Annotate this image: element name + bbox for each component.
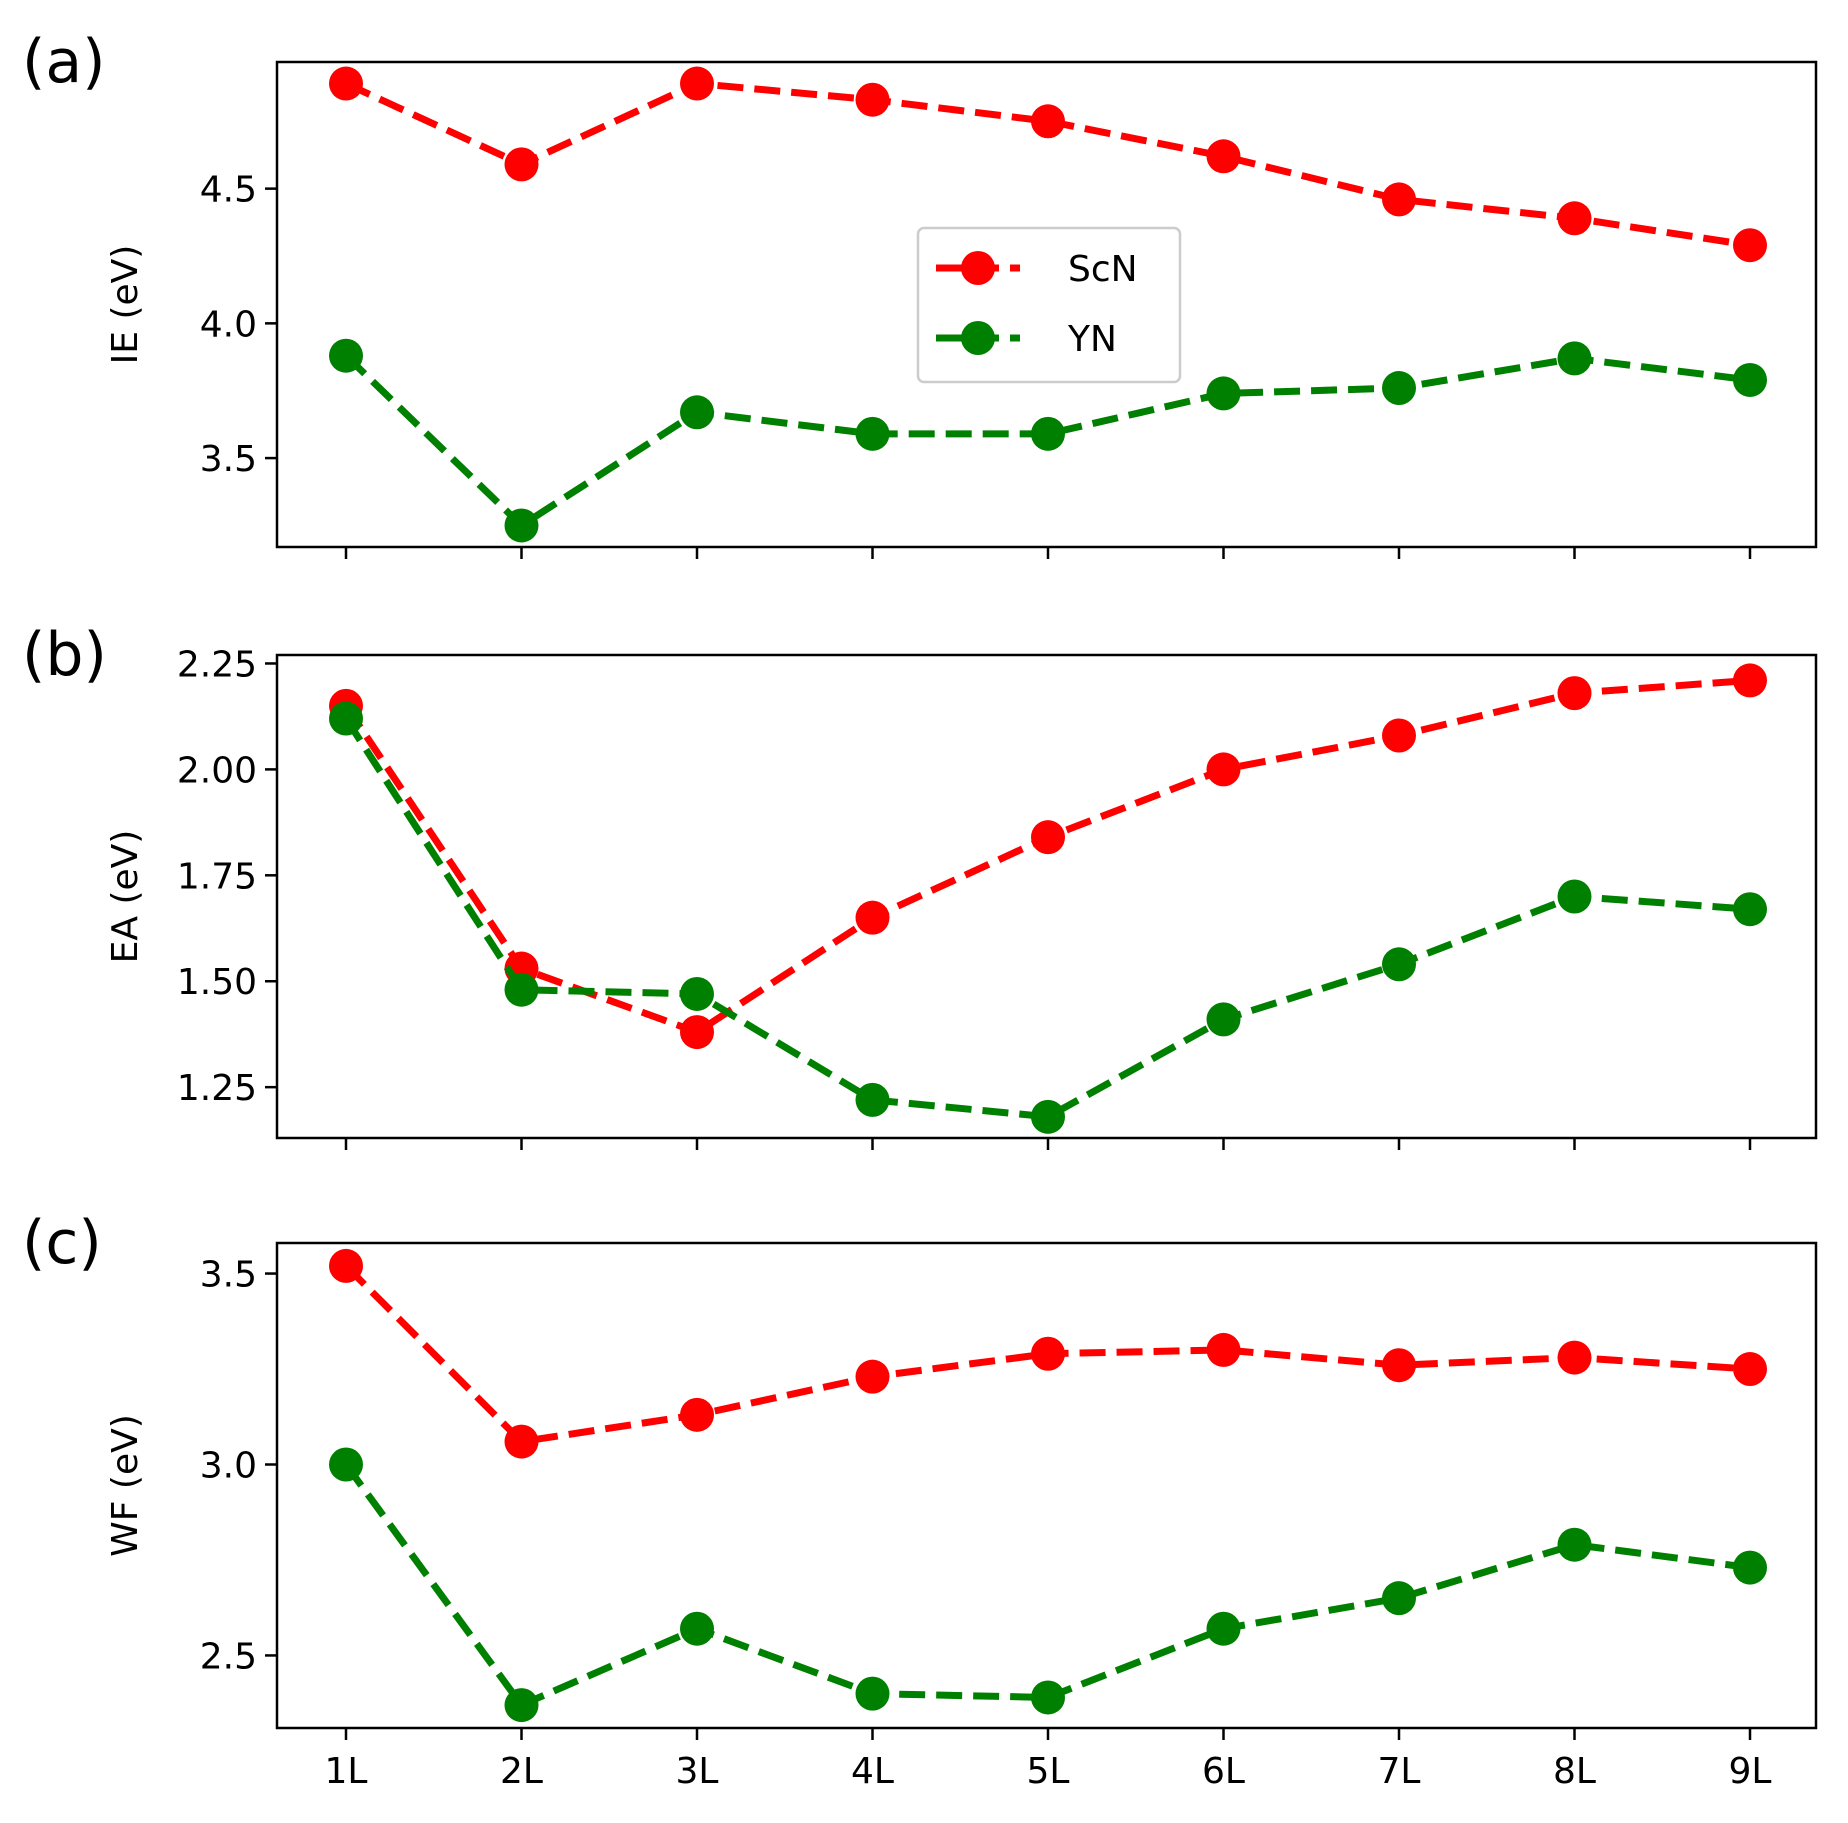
x-tick-label: 8L <box>1553 1751 1596 1792</box>
y-axis-label: EA (eV) <box>105 830 146 964</box>
x-tick-label: 1L <box>325 1751 368 1792</box>
series-line-yn <box>343 716 1751 1121</box>
data-point-scn <box>504 1424 539 1459</box>
data-point-yn <box>504 508 539 543</box>
y-tick-label: 1.25 <box>177 1068 257 1109</box>
data-point-yn <box>1382 371 1416 406</box>
legend-marker-scn <box>961 251 995 285</box>
x-tick-label: 5L <box>1027 1751 1070 1792</box>
x-tick-label: 3L <box>676 1751 719 1792</box>
data-point-yn <box>1206 1002 1241 1037</box>
data-point-scn <box>1031 820 1065 855</box>
data-point-yn <box>1557 1527 1592 1562</box>
data-point-scn <box>1382 182 1416 217</box>
panel-1: (a) 3.5 4.0 4.5 IE (eV) ScN YN <box>22 27 1818 559</box>
data-point-yn <box>1031 1680 1065 1715</box>
x-tick-label: 6L <box>1202 1751 1245 1792</box>
plot-frame <box>275 1241 1818 1730</box>
data-point-scn <box>329 1248 363 1283</box>
x-tick-label: 4L <box>851 1751 894 1792</box>
data-point-scn <box>855 82 890 117</box>
data-point-scn <box>855 1359 890 1394</box>
y-tick-label: 2.5 <box>200 1636 257 1677</box>
panel-label: (c) <box>22 1208 102 1278</box>
data-point-yn <box>680 976 714 1011</box>
legend-marker-yn <box>961 321 995 355</box>
panel-label: (b) <box>22 620 107 690</box>
legend-label-yn: YN <box>1067 319 1117 360</box>
data-point-scn <box>504 147 539 182</box>
data-point-scn <box>1557 201 1592 236</box>
data-point-yn <box>1382 947 1416 982</box>
legend: ScN YN <box>916 226 1182 384</box>
data-point-scn <box>680 1015 714 1050</box>
data-point-scn <box>680 1397 714 1432</box>
y-tick-label: 2.00 <box>177 750 257 791</box>
data-point-scn <box>855 900 890 935</box>
y-axis-label: IE (eV) <box>105 245 146 365</box>
data-point-scn <box>1031 1336 1065 1371</box>
x-tick-label: 9L <box>1729 1751 1772 1792</box>
data-point-yn <box>504 1688 539 1723</box>
data-point-yn <box>855 1082 890 1117</box>
y-tick-label: 4.0 <box>200 304 257 345</box>
plot-frame <box>275 653 1818 1140</box>
panel-3: (c) 2.5 3.0 3.5 1L 2L 3L 4L 5L 6L 7L 8L 9L WF (eV) <box>22 1208 1818 1792</box>
data-point-scn <box>1382 718 1416 753</box>
data-point-scn <box>680 66 714 101</box>
y-tick-label: 1.50 <box>177 962 257 1003</box>
data-point-scn <box>1382 1348 1416 1383</box>
plot-frame <box>275 60 1818 549</box>
data-point-yn <box>1557 879 1592 914</box>
series-line-scn <box>343 676 1751 1036</box>
data-point-yn <box>329 338 363 373</box>
y-axis-label: WF (eV) <box>105 1414 146 1557</box>
data-point-scn <box>1733 663 1767 698</box>
data-point-yn <box>680 395 714 430</box>
data-point-scn <box>1206 752 1241 787</box>
data-point-yn <box>680 1611 714 1646</box>
data-point-yn <box>329 1447 363 1482</box>
legend-label-scn: ScN <box>1068 249 1138 290</box>
data-point-scn <box>1557 676 1592 711</box>
y-tick-label: 3.0 <box>200 1445 257 1486</box>
data-point-yn <box>1733 362 1767 397</box>
data-point-yn <box>329 701 363 736</box>
data-point-scn <box>1733 1352 1767 1387</box>
y-tick-label: 2.25 <box>177 644 257 685</box>
data-point-yn <box>855 1676 890 1711</box>
panel-label: (a) <box>22 27 106 97</box>
data-point-scn <box>329 66 363 101</box>
y-tick-label: 4.5 <box>200 170 257 211</box>
y-tick-label: 3.5 <box>200 1255 257 1296</box>
data-point-yn <box>504 972 539 1007</box>
data-point-scn <box>1557 1340 1592 1375</box>
data-point-yn <box>1733 892 1767 927</box>
data-point-yn <box>1031 1099 1065 1134</box>
y-tick-label: 3.5 <box>200 439 257 480</box>
panel-2: (b) 1.25 1.50 1.75 2.00 2.25 EA (eV) <box>22 620 1818 1150</box>
data-point-scn <box>1031 104 1065 139</box>
data-point-scn <box>1206 139 1241 174</box>
legend-box <box>916 226 1182 384</box>
data-point-scn <box>1733 228 1767 263</box>
data-point-scn <box>1206 1332 1241 1367</box>
data-point-yn <box>1206 376 1241 411</box>
data-point-yn <box>1382 1581 1416 1616</box>
data-point-yn <box>1031 416 1065 451</box>
series-line-yn <box>343 1462 1751 1710</box>
data-point-yn <box>1557 341 1592 376</box>
data-point-yn <box>1733 1550 1767 1585</box>
data-point-yn <box>1206 1611 1241 1646</box>
series-line-yn <box>343 353 1751 530</box>
data-point-yn <box>855 416 890 451</box>
x-tick-label: 2L <box>500 1751 543 1792</box>
y-tick-label: 1.75 <box>177 856 257 897</box>
x-tick-label: 7L <box>1378 1751 1421 1792</box>
